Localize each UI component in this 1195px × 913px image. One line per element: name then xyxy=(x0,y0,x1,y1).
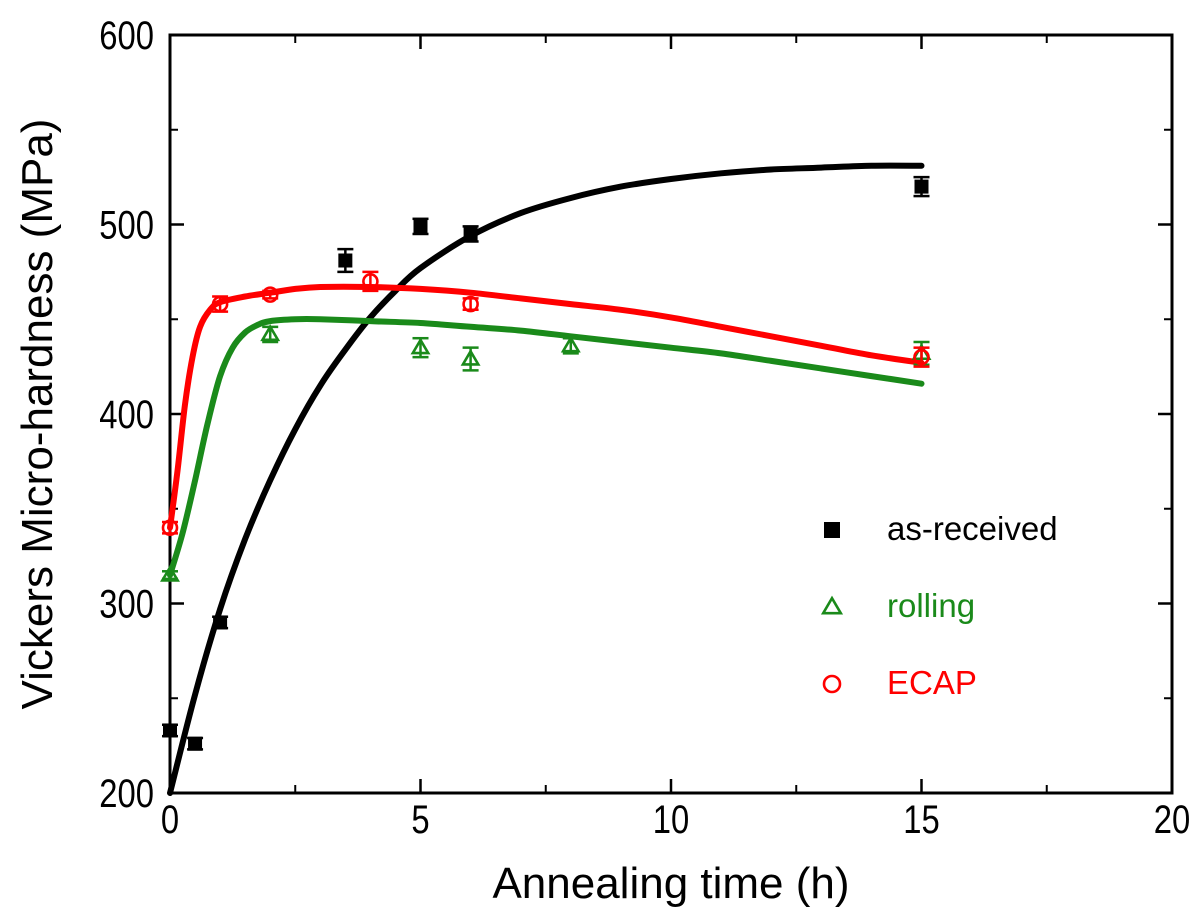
data-point-ecap xyxy=(913,348,930,366)
legend-label-as-received: as-received xyxy=(887,510,1058,547)
data-point-ecap xyxy=(462,295,479,313)
data-point-rolling xyxy=(560,335,581,353)
x-tick-label: 10 xyxy=(653,797,689,842)
y-tick-label: 400 xyxy=(99,392,154,437)
data-point-rolling xyxy=(460,348,481,366)
x-tick-label: 15 xyxy=(903,797,939,842)
data-point-as-received xyxy=(463,226,478,241)
data-point-as-received xyxy=(914,179,929,194)
y-tick-label: 600 xyxy=(99,13,154,58)
x-axis-title: Annealing time (h) xyxy=(492,859,849,908)
fit-curves xyxy=(167,162,925,796)
data-point-as-received xyxy=(188,736,203,751)
data-point-as-received xyxy=(413,219,428,234)
data-point-as-received xyxy=(338,253,353,268)
axis-ticks: 0 5 10 15 20 200 300 400 500 600 xyxy=(99,13,1190,842)
legend: as-received rolling ECAP xyxy=(820,510,1058,701)
fit-curve-rolling xyxy=(167,316,925,579)
y-tick-label: 500 xyxy=(99,202,154,247)
legend-label-rolling: rolling xyxy=(887,587,975,624)
fit-curve-as-received xyxy=(167,162,925,796)
legend-marker-ecap xyxy=(822,674,842,694)
plot-frame xyxy=(168,33,1174,795)
data-points xyxy=(160,175,932,751)
legend-marker-as-received xyxy=(824,522,840,538)
data-point-rolling xyxy=(410,337,431,355)
y-axis-title: Vickers Micro-hardness (MPa) xyxy=(13,119,62,710)
y-tick-label: 300 xyxy=(99,581,154,626)
data-point-ecap xyxy=(161,519,179,537)
x-tick-label: 20 xyxy=(1154,797,1190,842)
legend-label-ecap: ECAP xyxy=(887,664,977,701)
data-point-ecap xyxy=(211,295,229,313)
data-point-ecap xyxy=(362,273,379,290)
data-point-ecap xyxy=(261,286,279,303)
x-tick-label: 5 xyxy=(411,797,429,842)
data-point-as-received xyxy=(163,723,177,738)
data-point-as-received xyxy=(213,615,228,630)
x-tick-label: 0 xyxy=(161,797,179,842)
data-point-rolling xyxy=(160,564,180,582)
y-tick-label: 200 xyxy=(99,771,154,816)
legend-marker-rolling xyxy=(820,595,844,615)
data-point-rolling xyxy=(260,324,281,342)
